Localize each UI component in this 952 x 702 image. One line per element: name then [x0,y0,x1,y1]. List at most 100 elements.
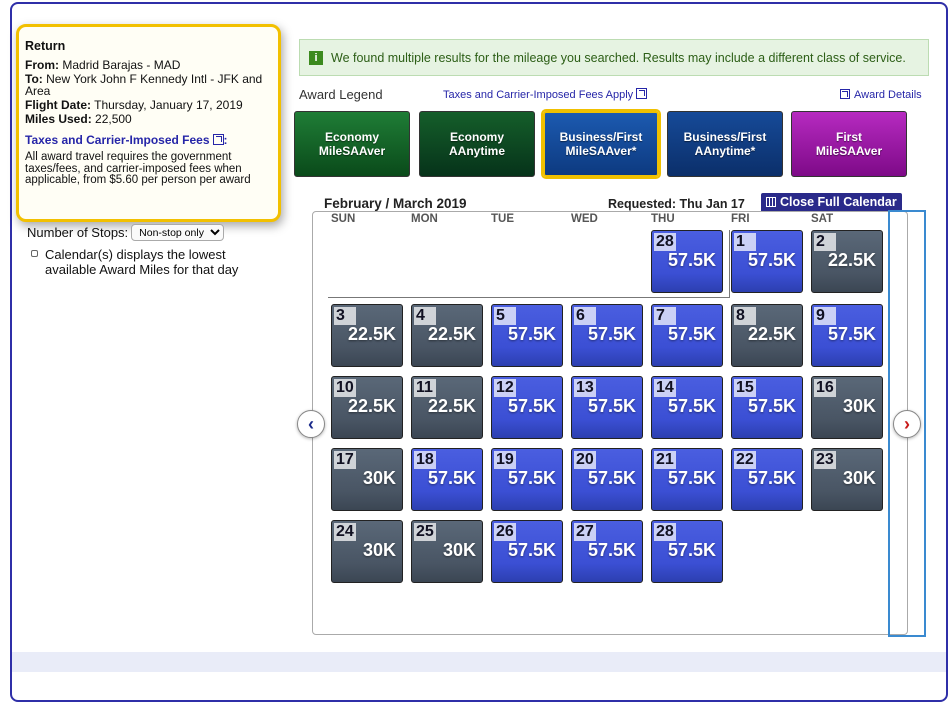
chevron-right-icon: › [904,413,910,434]
legend-first-milesaaver[interactable]: First MileSAAver [791,111,907,177]
taxes-fees-colon: : [223,133,228,147]
external-link-icon [840,89,850,99]
day-miles: 22.5K [827,250,876,270]
legend-business-first-milesaaver[interactable]: Business/First MileSAAver* [541,109,661,179]
stops-select[interactable]: Non-stop only [131,224,225,241]
day-miles: 30K [442,540,476,560]
weekday-mon: MON [411,213,438,225]
calendar-day-cell[interactable]: 5 57.5K [491,304,563,367]
award-legend-title: Award Legend [299,87,383,102]
legend-economy-aanytime[interactable]: Economy AAnytime [419,111,535,177]
requested-date: Requested: Thu Jan 17 [608,197,745,211]
day-miles: 30K [362,540,396,560]
day-miles: 57.5K [827,324,876,344]
day-number: 24 [334,523,356,541]
calendar-day-cell[interactable]: 21 57.5K [651,448,723,511]
legend-taxes-link-text: Taxes and Carrier-Imposed Fees Apply [443,89,634,101]
info-icon: i [309,50,323,65]
previous-month-button[interactable]: ‹ [297,410,325,438]
return-title: Return [25,39,66,53]
calendar-day-cell[interactable]: 25 30K [411,520,483,583]
calendar-day-cell[interactable]: 13 57.5K [571,376,643,439]
from-row: From: Madrid Barajas - MAD [25,59,278,71]
calendar-day-cell[interactable]: 28 57.5K [651,520,723,583]
weekday-tue: TUE [491,213,514,225]
calendar-day-cell[interactable]: 20 57.5K [571,448,643,511]
calendar-day-cell[interactable]: 9 57.5K [811,304,883,367]
day-miles: 57.5K [507,396,556,416]
calendar-day-cell[interactable]: 19 57.5K [491,448,563,511]
day-miles: 57.5K [667,396,716,416]
external-link-icon [636,88,648,99]
next-month-button[interactable]: › [893,410,921,438]
calendar-day-cell[interactable]: 10 22.5K [331,376,403,439]
day-miles: 22.5K [747,324,796,344]
calendar-day-cell[interactable]: 7 57.5K [651,304,723,367]
legend-line2: AAnytime [448,144,505,158]
day-miles: 22.5K [427,324,476,344]
calendar-day-cell[interactable]: 22 57.5K [731,448,803,511]
stops-label: Number of Stops: [27,225,129,240]
calendar-day-cell[interactable]: 2 22.5K [811,230,883,293]
calendar-day-cell[interactable]: 26 57.5K [491,520,563,583]
to-label: To: [25,72,43,86]
weekday-sun: SUN [331,213,356,225]
calendar-note-text: Calendar(s) displays the lowest availabl… [45,247,239,277]
day-miles: 57.5K [507,540,556,560]
calendar-day-cell[interactable]: 23 30K [811,448,883,511]
day-number: 22 [734,451,756,469]
weekday-fri: FRI [731,213,750,225]
calendar-day-cell[interactable]: 18 57.5K [411,448,483,511]
day-number: 27 [574,523,596,541]
flight-date-label: Flight Date: [25,98,91,112]
legend-economy-milesaaver[interactable]: Economy MileSAAver [294,111,410,177]
calendar-day-cell[interactable]: 14 57.5K [651,376,723,439]
close-full-calendar-button[interactable]: Close Full Calendar [761,193,902,211]
day-number: 14 [654,379,676,397]
flight-date-row: Flight Date: Thursday, January 17, 2019 [25,99,278,111]
day-number: 5 [494,307,516,325]
legend-taxes-link[interactable]: Taxes and Carrier-Imposed Fees Apply [443,88,648,101]
calendar-day-cell[interactable]: 1 57.5K [731,230,803,293]
calendar-day-cell[interactable]: 15 57.5K [731,376,803,439]
calendar-day-cell[interactable]: 4 22.5K [411,304,483,367]
from-value: Madrid Barajas - MAD [62,58,181,72]
calendar-day-cell[interactable]: 6 57.5K [571,304,643,367]
day-number: 13 [574,379,596,397]
month-divider [328,297,730,298]
legend-line2: MileSAAver [318,144,386,158]
day-number: 20 [574,451,596,469]
taxes-fees-link[interactable]: Taxes and Carrier-Imposed Fees: [25,133,228,147]
day-miles: 22.5K [347,324,396,344]
calendar-day-cell[interactable]: 12 57.5K [491,376,563,439]
calendar-day-cell[interactable]: 11 22.5K [411,376,483,439]
day-number: 17 [334,451,356,469]
legend-line1: Business/First [683,130,767,144]
day-number: 16 [814,379,836,397]
day-miles: 30K [842,468,876,488]
taxes-fees-link-text: Taxes and Carrier-Imposed Fees [25,133,210,147]
calendar-day-cell[interactable]: 17 30K [331,448,403,511]
day-miles: 57.5K [747,396,796,416]
weekday-wed: WED [571,213,598,225]
calendar-day-cell[interactable]: 8 22.5K [731,304,803,367]
day-miles: 57.5K [747,250,796,270]
day-miles: 22.5K [347,396,396,416]
day-miles: 57.5K [587,468,636,488]
calendar-day-cell[interactable]: 3 22.5K [331,304,403,367]
info-banner-text: We found multiple results for the mileag… [331,50,906,65]
calendar-day-cell[interactable]: 27 57.5K [571,520,643,583]
calendar-day-cell[interactable]: 16 30K [811,376,883,439]
day-number: 18 [414,451,436,469]
footer-band [12,652,946,672]
day-number: 9 [814,307,836,325]
calendar-day-cell[interactable]: 28 57.5K [651,230,723,293]
day-miles: 57.5K [427,468,476,488]
to-row: To: New York John F Kennedy Intl - JFK a… [25,73,278,97]
day-miles: 30K [362,468,396,488]
legend-line1: First [835,130,862,144]
calendar-day-cell[interactable]: 24 30K [331,520,403,583]
award-details-link[interactable]: Award Details [840,89,922,101]
legend-business-first-aanytime[interactable]: Business/First AAnytime* [667,111,783,177]
flight-date-value: Thursday, January 17, 2019 [94,98,243,112]
